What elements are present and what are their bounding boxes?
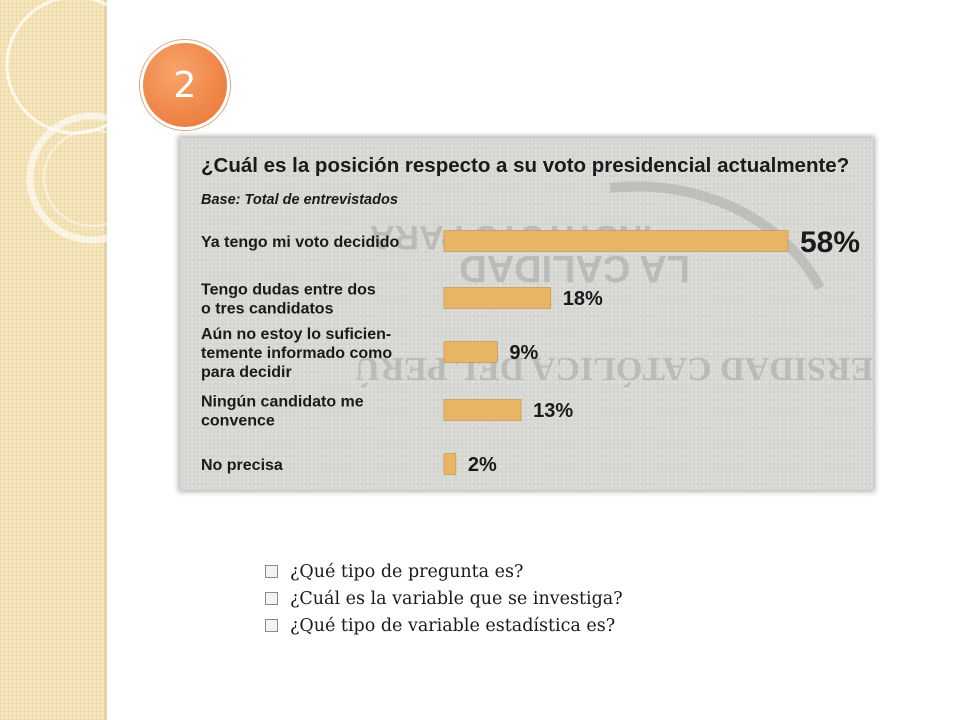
side-strip-edge [104,0,107,720]
bar [443,399,522,421]
question-text: ¿Qué tipo de variable estadística es? [290,615,616,636]
category-label: Tengo dudas entre dos [201,282,376,299]
question-item: ¿Qué tipo de pregunta es? [265,558,623,585]
bar [443,453,457,475]
value-label: 58% [800,226,860,259]
checkbox-bullet-icon [265,619,278,632]
value-label: 9% [509,342,538,364]
decorative-side-strip [0,0,104,720]
category-label: Aún no estoy lo suficien- [201,326,391,343]
chart-subtitle: Base: Total de entrevistados [201,192,398,208]
checkbox-bullet-icon [265,592,278,605]
question-text: ¿Qué tipo de pregunta es? [290,561,524,582]
slide-number-badge: 2 [140,40,230,130]
chart-title: ¿Cuál es la posición respecto a su voto … [201,154,849,177]
bar [443,341,498,363]
category-label: o tres candidatos [201,301,334,318]
category-label: Ya tengo mi voto decidido [201,234,399,251]
category-label: para decidir [201,364,292,381]
watermark-line-3: UNIVERSIDAD CATÓLICA DEL PERÚ [355,350,873,388]
category-label: Ningún candidato me [201,394,364,411]
discussion-questions: ¿Qué tipo de pregunta es? ¿Cuál es la va… [265,558,623,639]
category-label: convence [201,413,275,430]
checkbox-bullet-icon [265,565,278,578]
slide-number-text: 2 [173,64,197,106]
decorative-rings [5,0,158,244]
bar [443,230,789,252]
question-item: ¿Cuál es la variable que se investiga? [265,585,623,612]
category-label: temente informado como [201,345,392,362]
question-text: ¿Cuál es la variable que se investiga? [290,588,623,609]
value-label: 18% [563,288,603,310]
question-item: ¿Qué tipo de variable estadística es? [265,612,623,639]
value-label: 2% [468,454,497,476]
bar [443,287,552,309]
watermark-line-2: LA CALIDAD [459,247,690,289]
bar-chart: ¿Cuál es la posición respecto a su voto … [201,154,860,476]
value-label: 13% [533,400,573,422]
category-label: No precisa [201,457,283,474]
newspaper-clipping: INSTITUTO PARA LA CALIDAD UNIVERSIDAD CA… [180,138,873,490]
bars-layer: Ya tengo mi voto decidido 58% Tengo dudas … [201,226,860,476]
